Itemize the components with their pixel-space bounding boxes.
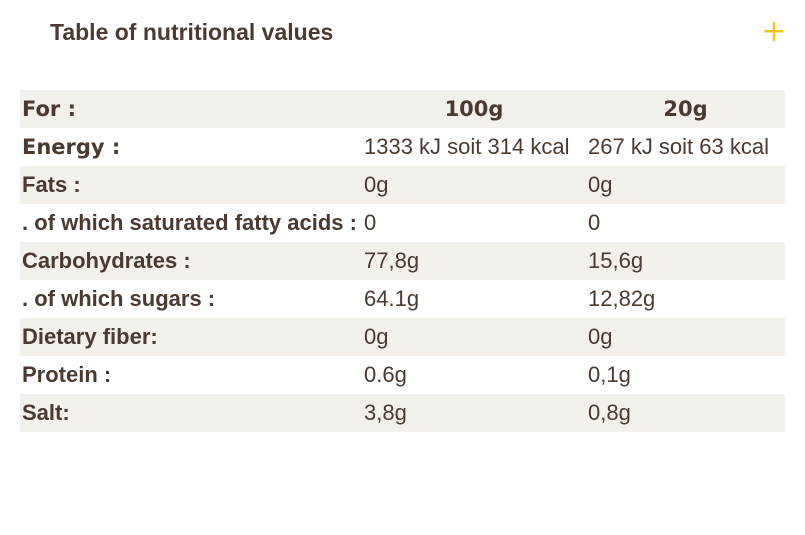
value-100g: 0 [364, 210, 377, 235]
header-label: For : [22, 97, 76, 121]
expand-plus-icon[interactable]: + [761, 14, 787, 49]
accordion-title: Table of nutritional values [50, 19, 334, 45]
table-row: Salt: 3,8g 0,8g [20, 394, 785, 432]
row-label: Protein : [22, 362, 112, 387]
table-row: Energy : 1333 kJ soit 314 kcal 267 kJ so… [20, 128, 785, 166]
row-label: Carbohydrates : [22, 248, 191, 273]
table-row: Carbohydrates : 77,8g 15,6g [20, 242, 785, 280]
value-20g: 267 kJ soit 63 kcal [588, 134, 769, 159]
value-20g: 0,8g [588, 400, 631, 425]
nutrition-table: For : 100g 20g Energy : 1333 kJ soit 314… [20, 90, 785, 432]
row-label: . of which saturated fatty acids : [22, 210, 357, 235]
value-20g: 12,82g [588, 286, 656, 311]
table-header-row: For : 100g 20g [20, 90, 785, 128]
table-row: Fats : 0g 0g [20, 166, 785, 204]
value-20g: 0 [588, 210, 601, 235]
row-label: Energy : [22, 135, 121, 159]
row-label: Salt: [22, 400, 70, 425]
value-20g: 0,1g [588, 362, 631, 387]
value-100g: 0.6g [364, 362, 407, 387]
table-row: Protein : 0.6g 0,1g [20, 356, 785, 394]
value-100g: 3,8g [364, 400, 407, 425]
value-100g: 0g [364, 324, 389, 349]
value-20g: 0g [588, 172, 613, 197]
nutrition-accordion-header[interactable]: Table of nutritional values + [0, 0, 805, 70]
header-100g: 100g [444, 97, 504, 121]
table-row: . of which sugars : 64.1g 12,82g [20, 280, 785, 318]
header-20g: 20g [663, 97, 708, 121]
value-100g: 0g [364, 172, 389, 197]
row-label: . of which sugars : [22, 286, 216, 311]
value-100g: 77,8g [364, 248, 420, 273]
value-100g: 64.1g [364, 286, 420, 311]
value-100g: 1333 kJ soit 314 kcal [364, 134, 570, 159]
table-row: Dietary fiber: 0g 0g [20, 318, 785, 356]
value-20g: 15,6g [588, 248, 644, 273]
row-label: Dietary fiber: [22, 324, 158, 349]
table-row: . of which saturated fatty acids : 0 0 [20, 204, 785, 242]
value-20g: 0g [588, 324, 613, 349]
row-label: Fats : [22, 172, 81, 197]
